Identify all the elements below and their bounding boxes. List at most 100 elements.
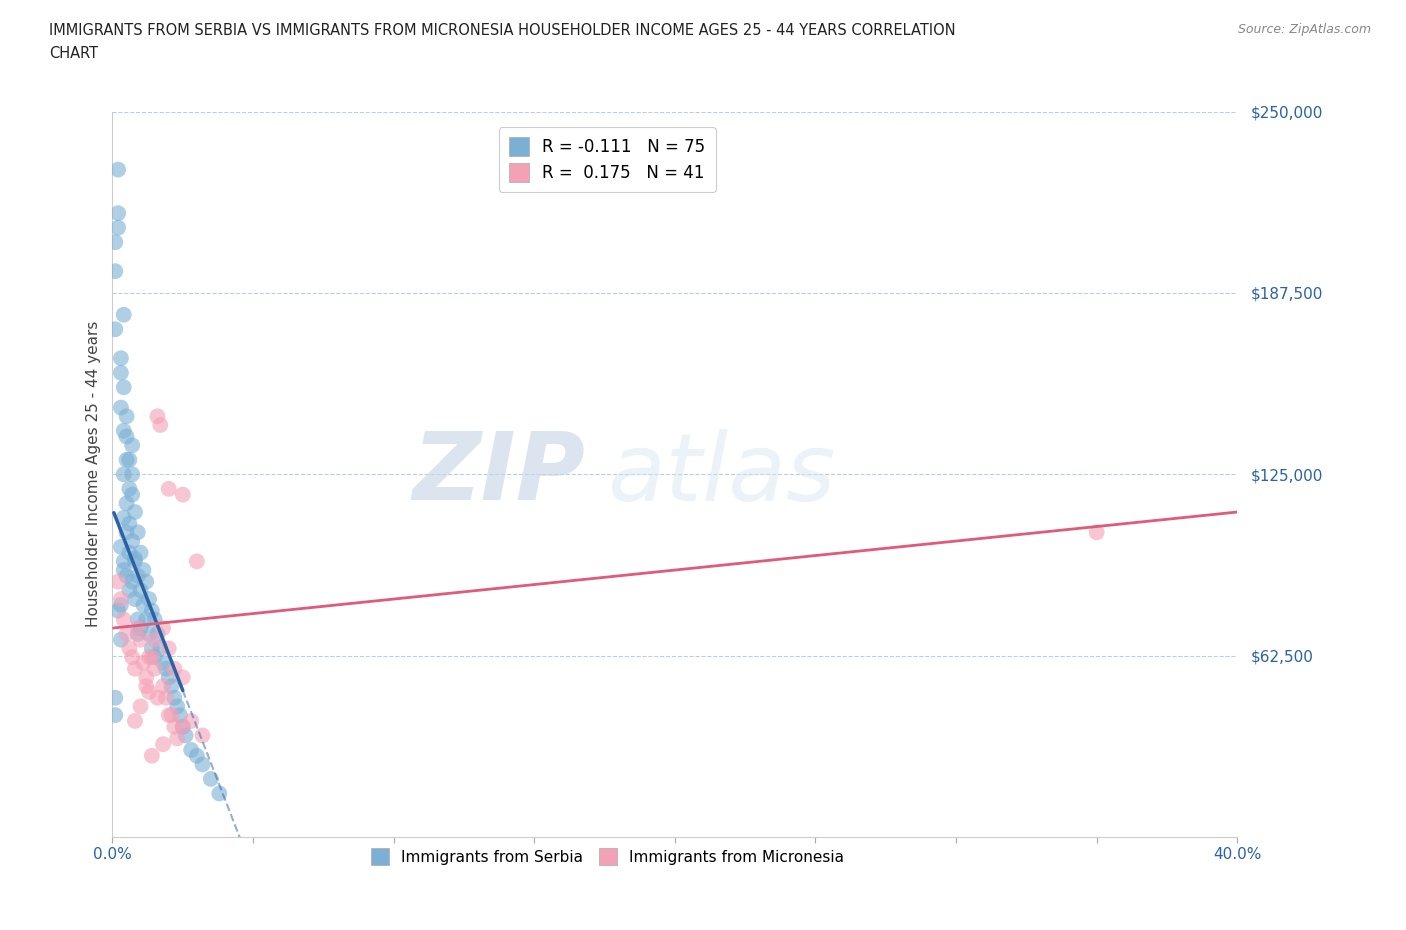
Point: [121, 438, 143, 453]
Point: [127, 568, 149, 583]
Point: [160, 708, 183, 723]
Point: [118, 583, 141, 598]
Point: [138, 591, 160, 606]
Point: [115, 525, 138, 539]
Text: ZIP: ZIP: [412, 429, 585, 520]
Point: [118, 482, 141, 497]
Point: [124, 661, 146, 676]
Point: [112, 511, 135, 525]
Point: [127, 612, 149, 627]
Point: [138, 684, 160, 699]
Point: [152, 620, 174, 635]
Point: [129, 699, 152, 714]
Point: [107, 220, 129, 235]
Point: [112, 307, 135, 322]
Y-axis label: Householder Income Ages 25 - 44 years: Householder Income Ages 25 - 44 years: [86, 321, 101, 628]
Point: [132, 563, 155, 578]
Point: [121, 487, 143, 502]
Point: [135, 679, 157, 694]
Point: [124, 551, 146, 565]
Point: [110, 597, 132, 612]
Point: [191, 728, 214, 743]
Point: [124, 554, 146, 569]
Point: [124, 713, 146, 728]
Text: CHART: CHART: [49, 46, 98, 61]
Point: [110, 351, 132, 365]
Point: [146, 409, 169, 424]
Point: [208, 786, 231, 801]
Point: [127, 627, 149, 642]
Point: [157, 670, 180, 684]
Text: IMMIGRANTS FROM SERBIA VS IMMIGRANTS FROM MICRONESIA HOUSEHOLDER INCOME AGES 25 : IMMIGRANTS FROM SERBIA VS IMMIGRANTS FRO…: [49, 23, 956, 38]
Point: [180, 713, 202, 728]
Point: [110, 591, 132, 606]
Point: [121, 467, 143, 482]
Point: [115, 429, 138, 444]
Point: [110, 539, 132, 554]
Point: [155, 690, 177, 705]
Point: [146, 627, 169, 642]
Point: [110, 400, 132, 415]
Point: [143, 632, 166, 647]
Point: [152, 679, 174, 694]
Point: [149, 641, 172, 656]
Point: [141, 604, 163, 618]
Point: [104, 234, 127, 249]
Point: [141, 749, 163, 764]
Point: [166, 699, 188, 714]
Point: [132, 656, 155, 671]
Point: [112, 379, 135, 394]
Point: [152, 737, 174, 751]
Point: [118, 641, 141, 656]
Point: [172, 670, 194, 684]
Point: [157, 641, 180, 656]
Point: [115, 568, 138, 583]
Point: [112, 563, 135, 578]
Point: [146, 690, 169, 705]
Point: [157, 708, 180, 723]
Point: [129, 620, 152, 635]
Point: [132, 597, 155, 612]
Point: [124, 591, 146, 606]
Point: [104, 264, 127, 279]
Point: [115, 409, 138, 424]
Point: [112, 554, 135, 569]
Point: [174, 728, 197, 743]
Point: [104, 690, 127, 705]
Point: [172, 719, 194, 734]
Point: [143, 661, 166, 676]
Point: [169, 708, 191, 723]
Point: [191, 757, 214, 772]
Point: [115, 627, 138, 642]
Point: [121, 650, 143, 665]
Point: [127, 620, 149, 635]
Point: [124, 505, 146, 520]
Point: [155, 661, 177, 676]
Point: [180, 742, 202, 757]
Point: [163, 661, 186, 676]
Point: [107, 162, 129, 177]
Point: [129, 632, 152, 647]
Point: [104, 322, 127, 337]
Point: [152, 656, 174, 671]
Point: [135, 612, 157, 627]
Point: [157, 482, 180, 497]
Point: [112, 423, 135, 438]
Point: [112, 467, 135, 482]
Point: [186, 554, 208, 569]
Point: [135, 670, 157, 684]
Point: [141, 650, 163, 665]
Point: [110, 632, 132, 647]
Point: [141, 641, 163, 656]
Point: [166, 731, 188, 746]
Point: [163, 690, 186, 705]
Point: [172, 487, 194, 502]
Point: [118, 452, 141, 467]
Point: [163, 719, 186, 734]
Point: [135, 574, 157, 589]
Legend: Immigrants from Serbia, Immigrants from Micronesia: Immigrants from Serbia, Immigrants from …: [363, 840, 852, 873]
Point: [107, 574, 129, 589]
Point: [110, 365, 132, 380]
Point: [121, 534, 143, 549]
Point: [115, 496, 138, 511]
